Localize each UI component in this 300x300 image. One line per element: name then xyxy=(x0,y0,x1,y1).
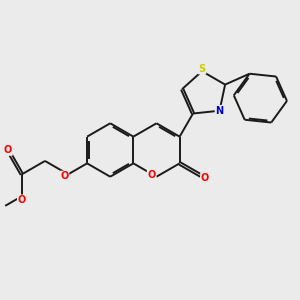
Text: S: S xyxy=(198,64,206,74)
Text: O: O xyxy=(148,170,156,180)
Text: O: O xyxy=(4,145,12,155)
Text: O: O xyxy=(201,173,209,183)
Text: O: O xyxy=(18,195,26,205)
Text: N: N xyxy=(215,106,223,116)
Text: O: O xyxy=(60,171,68,182)
